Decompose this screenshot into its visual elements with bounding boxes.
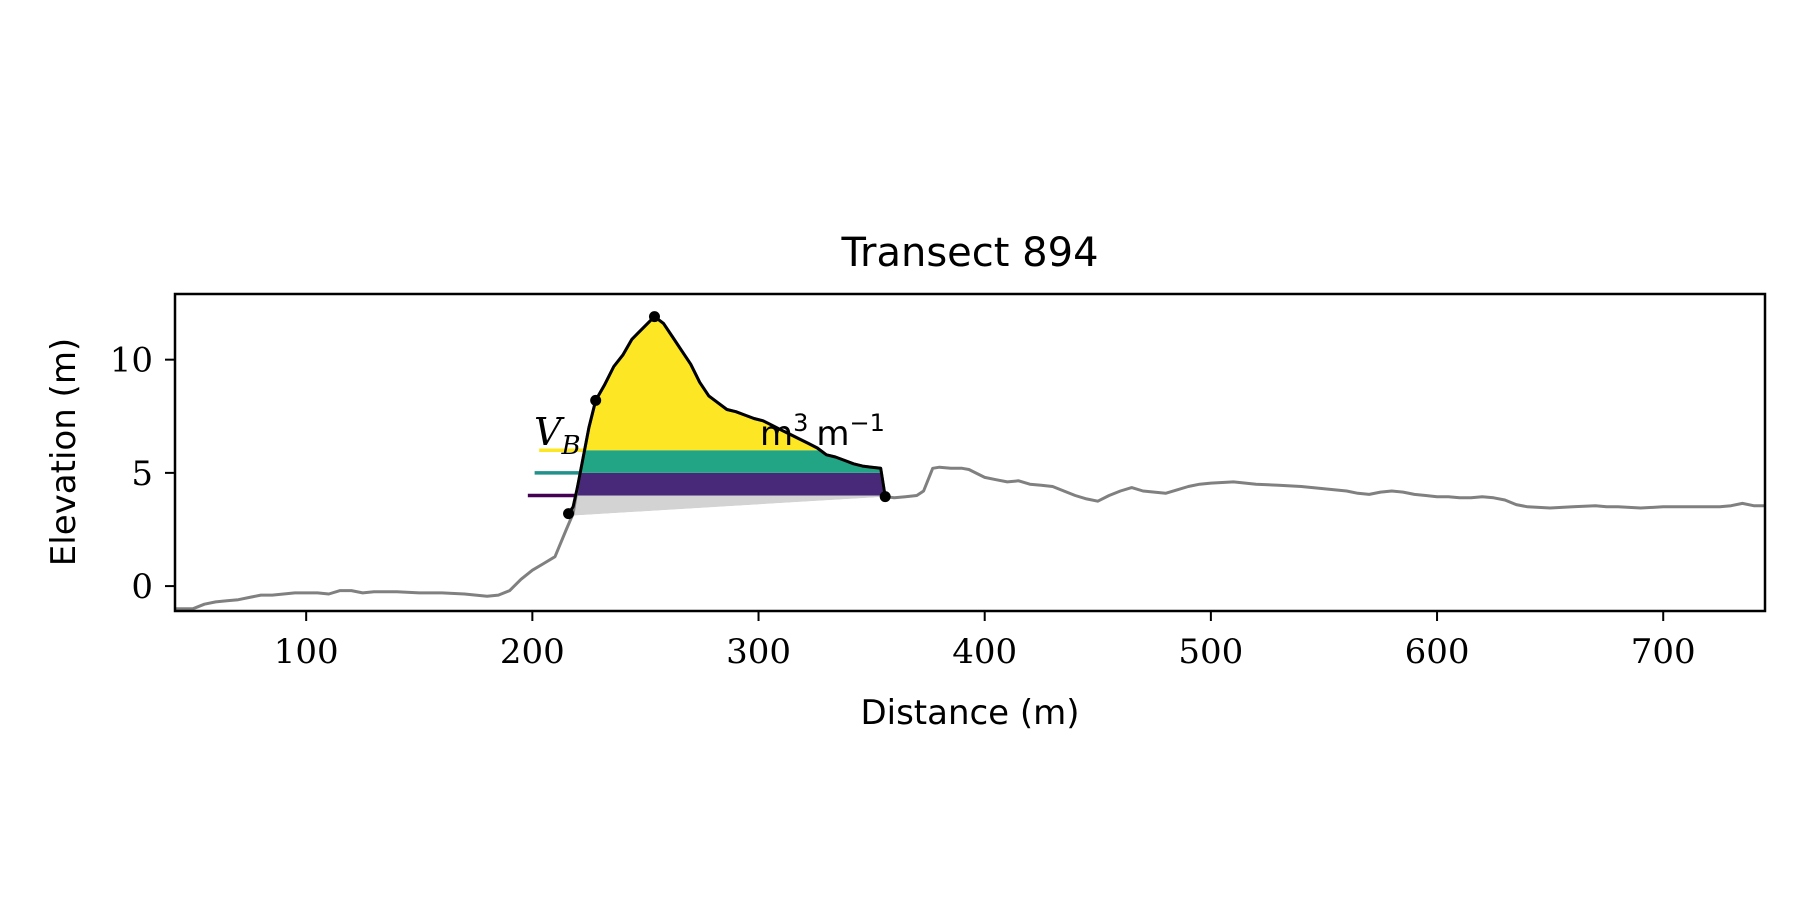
- band-1: [568, 472, 886, 496]
- profile-series-line: [175, 315, 1765, 611]
- annotation-unit: m: [760, 414, 793, 454]
- svg-text:m3m−1: m3 m−1: [760, 409, 885, 454]
- dune-markers: [563, 311, 891, 520]
- x-tick-label: 300: [726, 632, 791, 672]
- y-axis-label: Elevation (m): [44, 338, 84, 566]
- x-tick-label: 600: [1405, 632, 1470, 672]
- y-tick-label: 0: [131, 567, 153, 607]
- dune-marker-2: [648, 311, 660, 323]
- y-tick-label: 10: [110, 341, 153, 381]
- x-tick-label: 500: [1178, 632, 1243, 672]
- dune-marker-0: [563, 508, 575, 520]
- band-base: [568, 495, 886, 516]
- y-axis: 0 5 10: [110, 341, 175, 607]
- annotation-sub: B: [560, 431, 580, 461]
- volume-annotation: VB m3 m−1: [534, 409, 885, 461]
- x-tick-label: 700: [1631, 632, 1696, 672]
- annotation-per-unit: m: [816, 414, 849, 454]
- plot-area: [175, 311, 1765, 611]
- x-tick-label: 400: [952, 632, 1017, 672]
- svg-text:VB: VB: [534, 410, 581, 461]
- level-lines: [527, 448, 585, 498]
- plot-frame: [173, 292, 1767, 613]
- dune-outline-line: [567, 315, 887, 515]
- x-axis-label: Distance (m): [860, 693, 1079, 733]
- y-tick-label: 5: [131, 454, 153, 494]
- chart-title: Transect 894: [840, 230, 1098, 276]
- x-tick-label: 100: [274, 632, 339, 672]
- x-tick-label: 200: [500, 632, 565, 672]
- dune-marker-1: [590, 394, 602, 406]
- x-axis: 100 200 300 400 500 600 700: [274, 611, 1696, 672]
- annotation-var: V: [534, 410, 565, 454]
- annotation-unit-sup: 3: [793, 409, 808, 437]
- dune-marker-3: [879, 491, 891, 503]
- band-2: [568, 450, 886, 473]
- annotation-per-unit-sup: −1: [850, 409, 885, 437]
